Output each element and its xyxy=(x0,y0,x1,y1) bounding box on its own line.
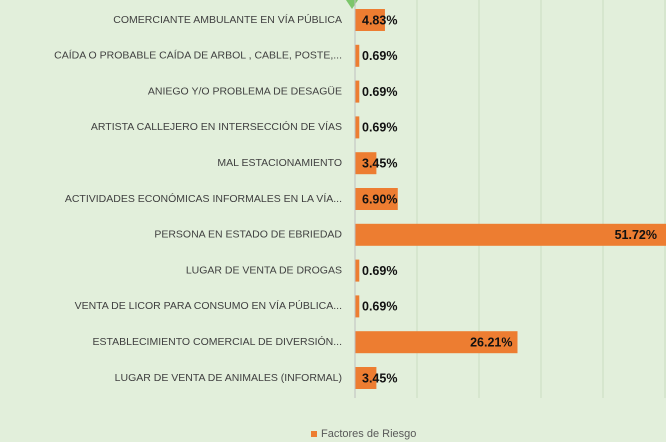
legend-swatch xyxy=(311,431,317,437)
category-label: LUGAR DE VENTA DE ANIMALES (INFORMAL) xyxy=(115,372,342,384)
bar xyxy=(355,9,385,31)
value-label: 51.72% xyxy=(615,228,657,242)
bar xyxy=(355,223,666,246)
value-label: 3.45% xyxy=(362,156,397,170)
category-label: LUGAR DE VENTA DE DROGAS xyxy=(186,264,342,276)
value-label: 3.45% xyxy=(362,371,397,385)
pointer-marker xyxy=(346,0,358,9)
bar xyxy=(355,367,377,389)
value-label: 26.21% xyxy=(470,335,512,349)
category-label: PERSONA EN ESTADO DE EBRIEDAD xyxy=(154,229,342,241)
category-label: COMERCIANTE AMBULANTE EN VÍA PÚBLICA xyxy=(113,13,342,26)
value-label: 4.83% xyxy=(362,13,397,27)
legend-label: Factores de Riesgo xyxy=(321,428,416,440)
category-label: MAL ESTACIONAMIENTO xyxy=(217,157,342,169)
category-label: ANIEGO Y/O PROBLEMA DE DESAGÜE xyxy=(148,85,342,97)
value-label: 0.69% xyxy=(362,49,397,63)
bar xyxy=(355,80,360,103)
bar xyxy=(355,295,360,318)
value-label: 6.90% xyxy=(362,192,397,206)
bar xyxy=(355,116,360,139)
value-label: 0.69% xyxy=(362,264,397,278)
category-label: CAÍDA O PROBABLE CAÍDA DE ARBOL , CABLE,… xyxy=(54,49,342,62)
bar xyxy=(355,259,360,282)
bar xyxy=(355,188,398,210)
value-label: 0.69% xyxy=(362,121,397,135)
value-label: 0.69% xyxy=(362,300,397,314)
category-label: ESTABLECIMIENTO COMERCIAL DE DIVERSIÓN..… xyxy=(92,335,342,348)
category-label: VENTA DE LICOR PARA CONSUMO EN VÍA PÚBLI… xyxy=(75,299,342,312)
bar xyxy=(355,44,360,67)
bar xyxy=(355,152,377,175)
value-label: 0.69% xyxy=(362,85,397,99)
category-label: ARTISTA CALLEJERO EN INTERSECCIÓN DE VÍA… xyxy=(91,120,342,133)
category-label: ACTIVIDADES ECONÓMICAS INFORMALES EN LA … xyxy=(65,192,342,205)
bar xyxy=(355,331,518,354)
